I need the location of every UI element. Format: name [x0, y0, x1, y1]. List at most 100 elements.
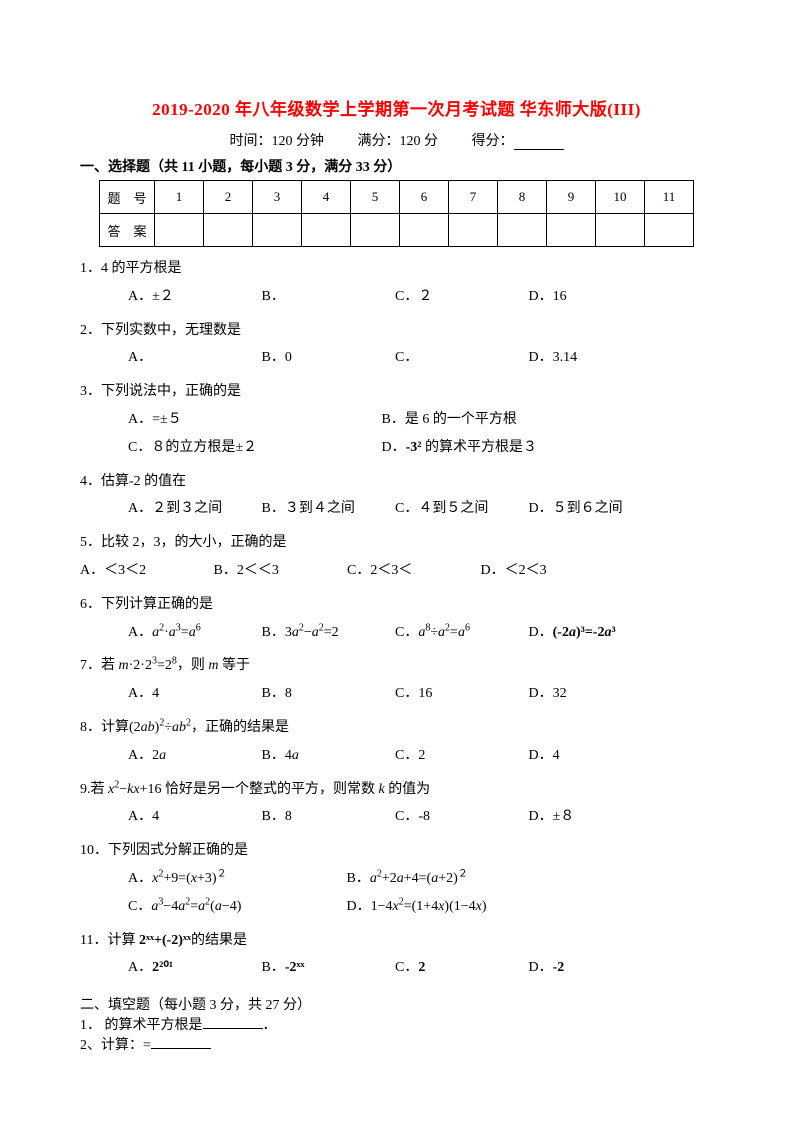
- opt-text: A．: [128, 960, 152, 975]
- opt-bold: -2ˣˣ: [285, 960, 305, 975]
- time-label: 时间：120 分钟: [230, 130, 325, 150]
- fill-text: 1． 的算术平方根是: [80, 1018, 203, 1033]
- option-c: C．2: [395, 744, 525, 768]
- option-c: C．８的立方根是±２: [128, 436, 378, 460]
- section1-heading: 一、选择题（共 11 小题，每小题 3 分，满分 33 分）: [80, 156, 713, 176]
- row-label: 答 案: [100, 214, 155, 247]
- question-8: 8．计算(2ab)2÷ab2，正确的结果是 A．2a B．4a C．2 D．4: [80, 716, 713, 768]
- question-5: 5．比较 2，3，的大小，正确的是 A．＜3＜2 B．2＜＜3 C．2＜3＜ D…: [80, 531, 713, 583]
- col-num: 3: [253, 181, 302, 214]
- q-stem: 10．下列因式分解正确的是: [80, 839, 713, 863]
- q-stem: 7．若 m·2·23=28，则 m 等于: [80, 654, 713, 678]
- question-1: 1．4 的平方根是 A．±２ B． C．２ D．16: [80, 257, 713, 309]
- q-options: A． B．0 C． D．3.14: [80, 346, 713, 370]
- question-11: 11．计算 2ˣˣ+(-2)ˣˣ的结果是 A．2²⁰¹ B．-2ˣˣ C．2 D…: [80, 929, 713, 981]
- opt-bold: -2: [553, 960, 565, 975]
- answer-cell: [449, 214, 498, 247]
- option-d: D．3.14: [529, 346, 659, 370]
- answer-table: 题 号 1 2 3 4 5 6 7 8 9 10 11 答 案: [99, 180, 694, 247]
- q-stem: 11．计算 2ˣˣ+(-2)ˣˣ的结果是: [80, 929, 713, 953]
- answer-cell: [253, 214, 302, 247]
- option-b: B．0: [262, 346, 392, 370]
- q-options: A．２到３之间 B．３到４之间 C．４到５之间 D．５到６之间: [80, 497, 713, 521]
- question-9: 9.若 x2−kx+16 恰好是另一个整式的平方，则常数 k 的值为 A．4 B…: [80, 778, 713, 830]
- q-stem: 6．下列计算正确的是: [80, 593, 713, 617]
- question-7: 7．若 m·2·23=28，则 m 等于 A．4 B．8 C．16 D．32: [80, 654, 713, 706]
- q-options: C．a3−4a2=a2(a−4) D．1−4x2=(1+4x)(1−4x): [80, 895, 713, 919]
- option-c: C．: [395, 346, 525, 370]
- opt-text: 的算术平方根是３: [421, 440, 537, 455]
- option-c: C．-8: [395, 805, 525, 829]
- option-d: D．32: [529, 682, 659, 706]
- q-stem: 1．4 的平方根是: [80, 257, 713, 281]
- option-b: B．4a: [262, 744, 392, 768]
- section2-heading: 二、填空题（每小题 3 分，共 27 分）: [80, 994, 713, 1014]
- option-a: A．=±５: [128, 408, 378, 432]
- option-c: C．a3−4a2=a2(a−4): [128, 895, 343, 919]
- question-6: 6．下列计算正确的是 A．a2·a3=a6 B．3a2−a2=2 C．a8÷a2…: [80, 593, 713, 645]
- fill-text: 2、计算：=: [80, 1038, 151, 1053]
- q-options: A．4 B．8 C．-8 D．±８: [80, 805, 713, 829]
- q-stem: 8．计算(2ab)2÷ab2，正确的结果是: [80, 716, 713, 740]
- option-d: D．＜2＜3: [481, 559, 611, 583]
- col-num: 8: [498, 181, 547, 214]
- answer-cell: [400, 214, 449, 247]
- table-row: 答 案: [100, 214, 694, 247]
- col-num: 1: [155, 181, 204, 214]
- q-options: A．±２ B． C．２ D．16: [80, 285, 713, 309]
- q-stem: 9.若 x2−kx+16 恰好是另一个整式的平方，则常数 k 的值为: [80, 778, 713, 802]
- option-c: C．２: [395, 285, 525, 309]
- fill-blank: [151, 1036, 211, 1049]
- answer-cell: [645, 214, 694, 247]
- fill-text: ．: [263, 1018, 277, 1033]
- option-d: D．16: [529, 285, 659, 309]
- option-a: A．x2+9=(x+3)２: [128, 867, 343, 891]
- option-c: C．16: [395, 682, 525, 706]
- opt-text: B．: [262, 960, 285, 975]
- option-b: B．-2ˣˣ: [262, 956, 392, 980]
- option-a: A．4: [128, 805, 258, 829]
- question-4: 4．估算-2 的值在 A．２到３之间 B．３到４之间 C．４到５之间 D．５到６…: [80, 470, 713, 522]
- question-10: 10．下列因式分解正确的是 A．x2+9=(x+3)２ B．a2+2a+4=(a…: [80, 839, 713, 918]
- option-a: A．＜3＜2: [80, 559, 210, 583]
- answer-cell: [351, 214, 400, 247]
- option-d: D．4: [529, 744, 659, 768]
- option-b: B．8: [262, 805, 392, 829]
- option-a: A．2a: [128, 744, 258, 768]
- option-a: A．2²⁰¹: [128, 956, 258, 980]
- option-b: B．a2+2a+4=(a+2)２: [347, 867, 468, 891]
- option-c: C．a8÷a2=a6: [395, 621, 525, 645]
- answer-cell: [547, 214, 596, 247]
- option-b: B．8: [262, 682, 392, 706]
- option-c: C．４到５之间: [395, 497, 525, 521]
- answer-cell: [302, 214, 351, 247]
- opt-bold: 2: [418, 960, 425, 975]
- opt-text: D．: [382, 440, 406, 455]
- q-text: 11．计算: [80, 933, 139, 948]
- q-options: A．=±５ B．是 6 的一个平方根: [80, 408, 713, 432]
- question-2: 2．下列实数中，无理数是 A． B．0 C． D．3.14: [80, 319, 713, 371]
- option-a: A．±２: [128, 285, 258, 309]
- q-options: A．4 B．8 C．16 D．32: [80, 682, 713, 706]
- col-num: 2: [204, 181, 253, 214]
- fullscore-label: 满分：120 分: [358, 130, 439, 150]
- row-label: 题 号: [100, 181, 155, 214]
- q-options: A．x2+9=(x+3)２ B．a2+2a+4=(a+2)２: [80, 867, 713, 891]
- fill-2: 2、计算：=: [80, 1034, 713, 1054]
- score-blank: [514, 135, 564, 150]
- q-stem: 3．下列说法中，正确的是: [80, 380, 713, 404]
- col-num: 4: [302, 181, 351, 214]
- exam-info: 时间：120 分钟 满分：120 分 得分：: [80, 130, 713, 150]
- answer-cell: [204, 214, 253, 247]
- opt-text: D．: [529, 960, 553, 975]
- option-b: B．是 6 的一个平方根: [382, 408, 517, 432]
- col-num: 11: [645, 181, 694, 214]
- option-b: B．3a2−a2=2: [262, 621, 392, 645]
- answer-cell: [498, 214, 547, 247]
- option-d: D．-3² 的算术平方根是３: [382, 436, 537, 460]
- fill-blank: [203, 1016, 263, 1029]
- col-num: 6: [400, 181, 449, 214]
- col-num: 10: [596, 181, 645, 214]
- q-stem: 4．估算-2 的值在: [80, 470, 713, 494]
- col-num: 7: [449, 181, 498, 214]
